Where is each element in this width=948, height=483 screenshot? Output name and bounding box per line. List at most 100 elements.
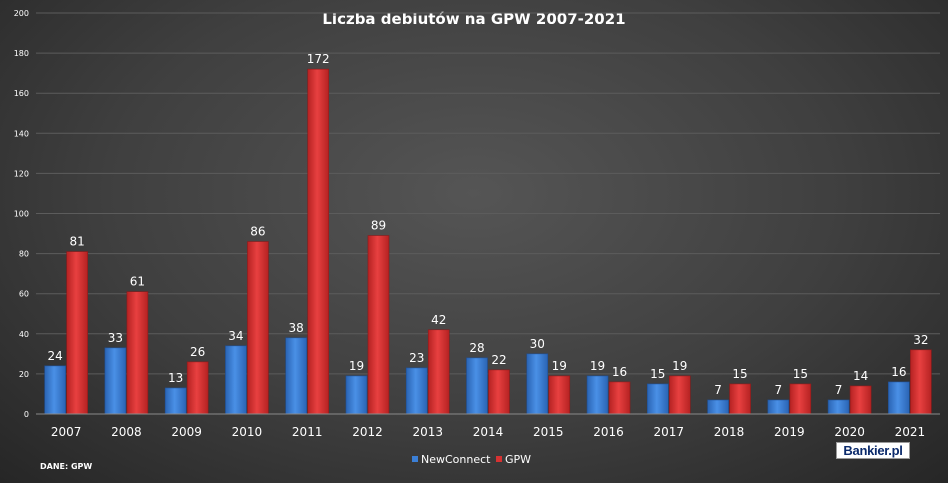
bar-newconnect <box>44 365 66 415</box>
x-tick-label: 2017 <box>654 425 685 439</box>
bar-newconnect <box>767 399 790 415</box>
data-label-newconnect: 15 <box>650 367 665 381</box>
bar-gpw <box>427 329 450 415</box>
data-label-newconnect: 30 <box>530 337 545 351</box>
source-note: DANE: GPW <box>40 462 92 471</box>
bar-newconnect <box>225 345 247 415</box>
data-label-gpw: 15 <box>793 367 808 381</box>
bar-gpw <box>488 369 510 415</box>
data-label-newconnect: 16 <box>891 365 906 379</box>
x-tick-label: 2019 <box>774 425 805 439</box>
data-label-gpw: 89 <box>371 219 386 233</box>
x-tick-label: 2020 <box>834 425 865 439</box>
data-label-newconnect: 24 <box>47 349 62 363</box>
grid-lines <box>36 12 940 375</box>
data-label-gpw: 61 <box>130 275 145 289</box>
data-label-gpw: 14 <box>853 369 868 383</box>
y-axis-ticks: 0 20 40 60 80 100 120 140 160 180 200 <box>14 9 29 419</box>
x-axis-ticks: 2007 2008 2009 2010 2011 2012 2013 2014 2015 2016… <box>51 425 925 439</box>
x-tick-label: 2009 <box>171 425 202 439</box>
bar-newconnect <box>466 357 488 415</box>
y-tick-label: 20 <box>19 370 29 379</box>
bar-gpw <box>66 251 88 415</box>
bar-newconnect <box>104 347 127 415</box>
data-label-gpw: 172 <box>307 52 330 66</box>
bar-newconnect <box>586 375 609 415</box>
data-label-newconnect: 23 <box>409 351 424 365</box>
x-tick-label: 2016 <box>593 425 624 439</box>
data-label-gpw: 81 <box>69 235 84 249</box>
chart-title: Liczba debiutów na GPW 2007-2021 <box>322 10 625 28</box>
data-label-gpw: 16 <box>612 365 627 379</box>
x-tick-label: 2014 <box>473 425 504 439</box>
data-label-newconnect: 28 <box>469 341 484 355</box>
data-label-gpw: 86 <box>250 225 265 239</box>
data-label-newconnect: 7 <box>835 383 843 397</box>
y-tick-label: 180 <box>14 49 29 58</box>
bar-newconnect <box>707 399 729 415</box>
x-tick-label: 2012 <box>352 425 383 439</box>
data-label-gpw: 32 <box>913 333 928 347</box>
data-label-gpw: 19 <box>672 359 687 373</box>
bar-gpw <box>789 383 812 415</box>
legend-swatch-newconnect <box>412 456 418 462</box>
bars <box>44 68 932 415</box>
x-tick-label: 2018 <box>714 425 745 439</box>
data-label-gpw: 15 <box>732 367 747 381</box>
data-label-newconnect: 13 <box>168 371 183 385</box>
data-label-newconnect: 7 <box>714 383 722 397</box>
y-tick-label: 40 <box>19 330 29 339</box>
bar-newconnect <box>164 387 187 415</box>
data-labels: 24 81 33 61 13 26 34 86 38 172 19 89 23 42 28 22 30 19 19 1… <box>47 52 928 397</box>
bar-newconnect <box>526 353 549 415</box>
bar-gpw <box>186 361 209 415</box>
data-label-newconnect: 19 <box>349 359 364 373</box>
x-tick-label: 2011 <box>292 425 323 439</box>
bar-newconnect <box>405 367 428 415</box>
data-label-newconnect: 19 <box>590 359 605 373</box>
y-tick-label: 0 <box>24 410 29 419</box>
bar-gpw <box>729 383 751 415</box>
y-tick-label: 80 <box>19 250 29 259</box>
data-label-gpw: 42 <box>431 313 446 327</box>
legend-label-newconnect: NewConnect <box>421 453 491 466</box>
bar-newconnect <box>285 337 308 415</box>
data-label-newconnect: 7 <box>775 383 783 397</box>
bar-gpw <box>668 375 691 415</box>
y-tick-label: 200 <box>14 9 29 18</box>
x-tick-label: 2007 <box>51 425 82 439</box>
y-tick-label: 160 <box>14 89 29 98</box>
y-tick-label: 120 <box>14 169 29 178</box>
bankier-logo: Bankier.pl <box>836 442 910 459</box>
bar-gpw <box>307 68 330 415</box>
bar-gpw <box>247 241 269 415</box>
bar-newconnect <box>345 375 368 415</box>
legend-swatch-gpw <box>496 456 502 462</box>
legend-label-gpw: GPW <box>505 453 531 466</box>
x-tick-label: 2013 <box>412 425 443 439</box>
bar-newconnect <box>827 399 850 415</box>
bar-newconnect <box>646 383 669 415</box>
bar-gpw <box>849 385 872 415</box>
bar-gpw <box>910 349 932 415</box>
bar-gpw <box>126 291 149 415</box>
bar-gpw <box>548 375 571 415</box>
legend: NewConnect GPW <box>412 453 531 466</box>
y-tick-label: 140 <box>14 129 29 138</box>
y-tick-label: 100 <box>14 210 29 219</box>
x-tick-label: 2015 <box>533 425 564 439</box>
data-label-newconnect: 33 <box>108 331 123 345</box>
x-tick-label: 2010 <box>232 425 263 439</box>
bankier-logo-text: Bankier.pl <box>843 443 903 458</box>
data-label-gpw: 26 <box>190 345 205 359</box>
data-label-newconnect: 34 <box>228 329 243 343</box>
x-tick-label: 2021 <box>895 425 926 439</box>
y-tick-label: 60 <box>19 290 29 299</box>
bar-newconnect <box>888 381 910 415</box>
bar-gpw <box>608 381 631 415</box>
data-label-gpw: 22 <box>491 353 506 367</box>
x-tick-label: 2008 <box>111 425 142 439</box>
data-label-newconnect: 38 <box>289 321 304 335</box>
bar-gpw <box>367 235 390 415</box>
